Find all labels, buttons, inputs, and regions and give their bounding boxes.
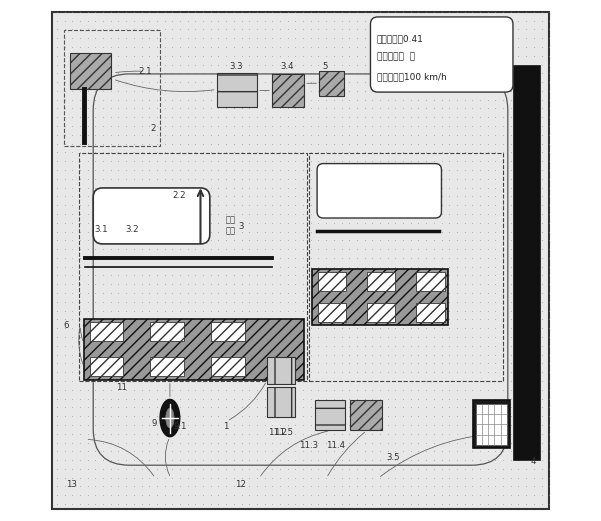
Bar [317, 303, 346, 321]
Text: 2.2: 2.2 [172, 191, 186, 200]
Bar [212, 357, 245, 376]
Text: 9: 9 [151, 419, 157, 428]
Bar [267, 387, 295, 417]
Bar [309, 153, 503, 381]
Bar [216, 73, 257, 107]
Bar [514, 66, 540, 460]
Bar [90, 357, 123, 376]
Bar [272, 75, 304, 107]
Text: 3.1: 3.1 [94, 225, 108, 234]
Text: 11.2: 11.2 [267, 428, 287, 437]
FancyBboxPatch shape [93, 188, 210, 244]
Bar [267, 357, 295, 384]
Text: 5: 5 [323, 61, 328, 71]
Text: 3.3: 3.3 [229, 61, 243, 71]
Text: 4: 4 [531, 457, 537, 466]
Bar [416, 272, 445, 291]
FancyBboxPatch shape [317, 164, 442, 218]
Ellipse shape [160, 400, 180, 437]
Bar [475, 404, 507, 445]
Bar [64, 30, 160, 146]
Bar [312, 269, 448, 325]
Text: 13: 13 [66, 480, 77, 489]
Text: 9.1: 9.1 [174, 422, 187, 431]
Text: 11: 11 [116, 383, 127, 392]
Bar [319, 71, 344, 96]
Text: 6: 6 [64, 321, 69, 330]
Text: 3.4: 3.4 [281, 61, 294, 71]
Bar [367, 272, 395, 291]
Bar [472, 401, 510, 448]
Bar [84, 318, 304, 380]
FancyBboxPatch shape [370, 17, 513, 92]
Text: 方向: 方向 [225, 226, 236, 235]
Text: 12: 12 [236, 480, 246, 489]
Text: 11.4: 11.4 [326, 441, 346, 450]
Bar [212, 322, 245, 341]
Bar [367, 303, 395, 321]
Text: 3: 3 [238, 222, 243, 231]
Text: 2: 2 [150, 124, 156, 133]
Text: 11.5: 11.5 [274, 428, 293, 437]
Bar [150, 322, 184, 341]
Text: 建议车速：100 km/h: 建议车速：100 km/h [377, 72, 447, 81]
Bar [70, 53, 111, 90]
Bar [79, 153, 307, 381]
Text: 11.3: 11.3 [299, 441, 318, 450]
Ellipse shape [166, 408, 174, 428]
Bar [90, 322, 123, 341]
Text: 3.5: 3.5 [386, 453, 400, 462]
Text: 摩擦系数：0.41: 摩擦系数：0.41 [377, 34, 424, 43]
Bar [317, 272, 346, 291]
Text: 3.2: 3.2 [125, 225, 139, 234]
Bar [350, 401, 382, 430]
Text: 行车: 行车 [225, 216, 236, 225]
Text: 抗滑等级：  优: 抗滑等级： 优 [377, 53, 415, 61]
Bar [416, 303, 445, 321]
Bar [150, 357, 184, 376]
Bar [315, 401, 345, 430]
Text: 1: 1 [222, 422, 228, 431]
Text: 2.1: 2.1 [138, 67, 152, 76]
